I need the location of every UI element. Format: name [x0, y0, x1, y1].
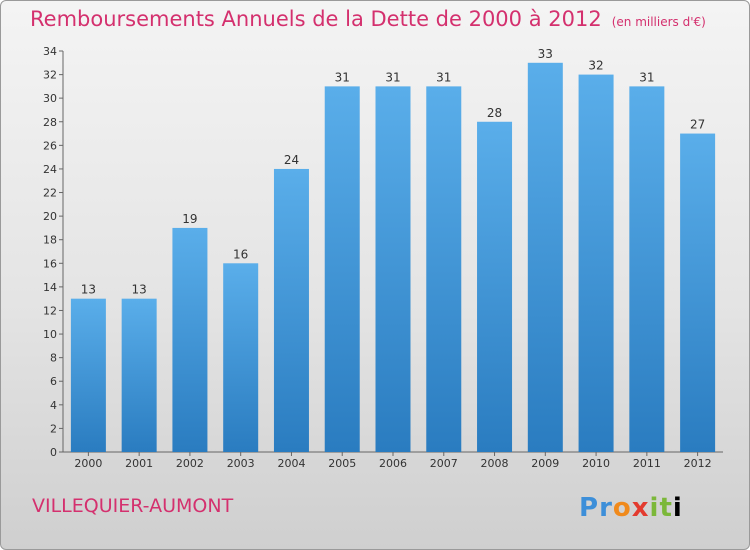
bar-2005: [324, 86, 360, 452]
data-label: 33: [538, 47, 553, 61]
x-tick-label: 2011: [633, 457, 661, 470]
x-tick-label: 2012: [684, 457, 712, 470]
x-tick-label: 2003: [227, 457, 255, 470]
y-tick-label: 22: [43, 187, 57, 200]
x-tick-label: 2005: [328, 457, 356, 470]
x-tick-label: 2008: [481, 457, 509, 470]
bar-2008: [477, 121, 513, 452]
data-label: 13: [132, 283, 147, 297]
bar-2006: [375, 86, 411, 452]
y-tick-label: 18: [43, 234, 57, 247]
data-label: 16: [233, 247, 248, 261]
bar-2000: [70, 298, 106, 452]
data-label: 19: [182, 212, 197, 226]
bar-2010: [578, 74, 614, 453]
data-label: 31: [639, 70, 654, 84]
x-tick-label: 2006: [379, 457, 407, 470]
data-label: 24: [284, 153, 299, 167]
data-label: 31: [436, 70, 451, 84]
commune-name: VILLEQUIER-AUMONT: [32, 495, 234, 517]
logo-letter: r: [599, 493, 613, 523]
bar-2007: [426, 86, 462, 452]
x-tick-label: 2010: [582, 457, 610, 470]
y-tick-label: 10: [43, 328, 57, 341]
data-label: 31: [385, 70, 400, 84]
bar-2011: [629, 86, 665, 452]
logo-letter: o: [612, 493, 632, 523]
data-label: 13: [81, 283, 96, 297]
bar-2012: [680, 133, 716, 452]
y-tick-label: 34: [43, 45, 57, 58]
logo-letter: t: [659, 493, 673, 523]
y-tick-label: 8: [50, 352, 57, 365]
proxiti-logo: Proxiti: [579, 493, 683, 523]
y-tick-label: 2: [50, 422, 57, 435]
y-tick-label: 14: [43, 281, 57, 294]
x-tick-label: 2009: [531, 457, 559, 470]
x-tick-label: 2007: [430, 457, 458, 470]
data-label: 28: [487, 106, 502, 120]
y-tick-label: 24: [43, 163, 57, 176]
bar-2009: [527, 62, 563, 452]
data-label: 32: [588, 59, 603, 73]
x-tick-label: 2000: [74, 457, 102, 470]
y-tick-label: 28: [43, 116, 57, 129]
data-labels: 13 13 19 16 24 31 31 31 28 33 32 31 27: [81, 47, 706, 297]
data-label: 31: [335, 70, 350, 84]
bars: [70, 62, 716, 453]
bar-2004: [273, 168, 309, 453]
logo-letter: i: [649, 493, 660, 523]
chart-title-text: Remboursements Annuels de la Dette de 20…: [30, 7, 602, 31]
x-tick-label: 2002: [176, 457, 204, 470]
chart-title: Remboursements Annuels de la Dette de 20…: [30, 7, 706, 31]
x-tick-label: 2004: [277, 457, 305, 470]
y-tick-label: 12: [43, 304, 57, 317]
x-axis: 2000 2001 2002 2003 2004 2005 2006 2007 2008 2009…: [63, 451, 723, 470]
logo-letter: x: [631, 493, 650, 523]
y-tick-label: 32: [43, 69, 57, 82]
y-tick-label: 16: [43, 257, 57, 270]
y-tick-label: 4: [50, 399, 57, 412]
y-tick-label: 20: [43, 210, 57, 223]
y-tick-label: 26: [43, 139, 57, 152]
y-tick-label: 30: [43, 92, 57, 105]
x-tick-label: 2001: [125, 457, 153, 470]
logo-letter: i: [672, 493, 683, 523]
logo-letter: P: [579, 493, 600, 523]
y-tick-label: 6: [50, 375, 57, 388]
data-label: 27: [690, 118, 705, 132]
chart-subtitle: (en milliers d'€): [611, 15, 706, 29]
bar-2002: [172, 227, 208, 452]
bar-2003: [223, 263, 259, 452]
y-tick-label: 0: [50, 446, 57, 459]
bar-2001: [121, 298, 157, 452]
